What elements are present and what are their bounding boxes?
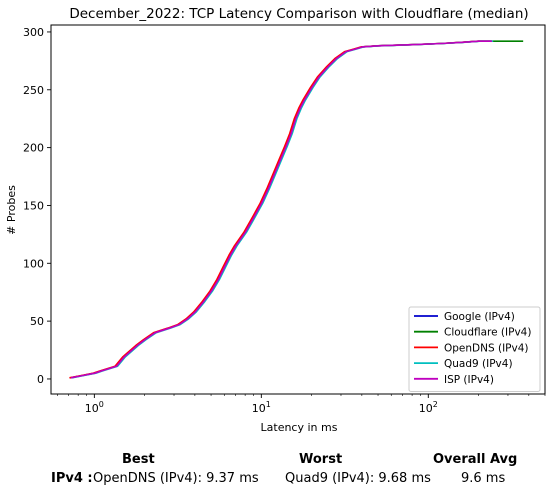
legend-entry: ISP (IPv4) (444, 374, 494, 386)
ipv4-row-label: IPv4 : (51, 471, 93, 486)
plot-frame (50, 24, 546, 395)
x-tick-label: 102 (419, 400, 438, 415)
y-tick-label: 100 (23, 257, 44, 270)
y-tick-label: 150 (23, 199, 44, 212)
best-value: OpenDNS (IPv4): 9.37 ms (93, 471, 259, 486)
x-tick-label: 101 (252, 400, 271, 415)
overall-avg-value: 9.6 ms (461, 471, 506, 486)
legend: Google (IPv4) Cloudflare (IPv4) OpenDNS (I… (408, 306, 541, 392)
y-tick-label: 50 (30, 315, 44, 328)
y-axis-label: # Probes (5, 185, 18, 235)
y-tick-label: 300 (23, 26, 44, 39)
chart-title: December_2022: TCP Latency Comparison wi… (69, 6, 528, 22)
x-axis-label: Latency in ms (261, 421, 338, 434)
legend-entry: Google (IPv4) (444, 311, 515, 323)
y-tick-label: 0 (37, 373, 44, 386)
legend-entry: Quad9 (IPv4) (444, 358, 513, 370)
legend-entry: OpenDNS (IPv4) (444, 342, 529, 354)
best-header: Best (122, 452, 155, 467)
legend-entry: Cloudflare (IPv4) (444, 327, 531, 339)
overall-avg-header: Overall Avg (433, 452, 518, 467)
y-tick-label: 250 (23, 84, 44, 97)
x-tick-label: 100 (85, 400, 104, 415)
latency-chart: December_2022: TCP Latency Comparison wi… (5, 6, 546, 434)
legend-box (408, 306, 541, 392)
series-line-4 (70, 40, 493, 379)
y-tick-label: 200 (23, 142, 44, 155)
worst-header: Worst (299, 452, 343, 467)
worst-value: Quad9 (IPv4): 9.68 ms (285, 471, 431, 486)
